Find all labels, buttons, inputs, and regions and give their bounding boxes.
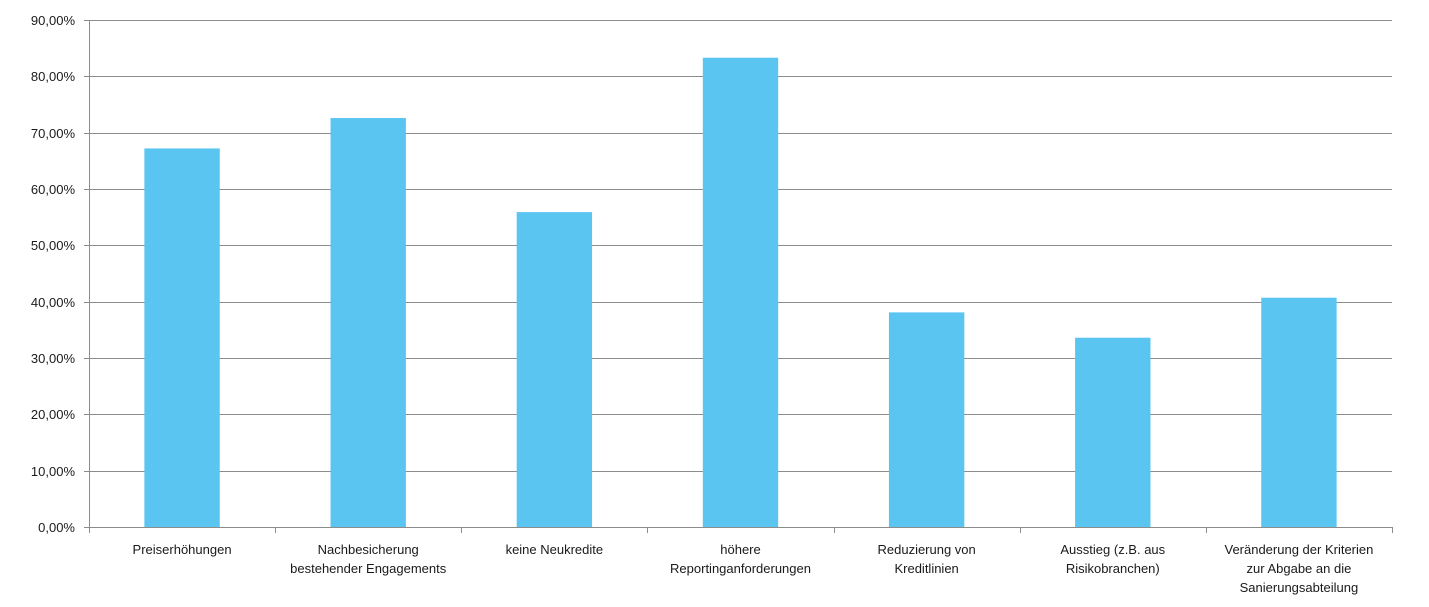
y-tick-label: 70,00%: [31, 126, 76, 141]
x-category-labels: Preiserhöhungen Nachbesicherung bestehende…: [133, 542, 1374, 595]
y-tick-label: 30,00%: [31, 351, 76, 366]
x-category-label: Reduzierung von Kreditlinien: [877, 542, 975, 576]
y-tick-label: 40,00%: [31, 295, 76, 310]
y-tick-label: 20,00%: [31, 407, 76, 422]
x-category-label: höhere Reportinganforderungen: [670, 542, 811, 576]
y-tick-label: 90,00%: [31, 13, 76, 28]
y-tick-label: 80,00%: [31, 69, 76, 84]
y-tick-label: 50,00%: [31, 238, 76, 253]
bar: [1261, 297, 1337, 527]
bars: [144, 57, 1337, 528]
bar: [330, 118, 406, 528]
x-category-label: Nachbesicherung bestehender Engagements: [290, 542, 447, 576]
x-category-label: keine Neukredite: [506, 542, 604, 557]
y-tick-label: 0,00%: [38, 520, 75, 535]
bar: [702, 57, 779, 527]
y-tick-labels: 0,00% 10,00% 20,00% 30,00% 40,00% 50,00% 60,00…: [31, 13, 76, 535]
bar: [1075, 337, 1151, 527]
y-tick-label: 10,00%: [31, 464, 76, 479]
bar: [888, 312, 965, 527]
axes: [84, 20, 1393, 533]
bar: [144, 148, 220, 527]
x-category-label: Ausstieg (z.B. aus Risikobranchen): [1060, 542, 1165, 576]
y-tick-label: 60,00%: [31, 182, 76, 197]
x-category-label: Preiserhöhungen: [133, 542, 232, 557]
x-category-label: Veränderung der Kriterien zur Abgabe an d…: [1224, 542, 1373, 595]
bar: [516, 212, 593, 527]
